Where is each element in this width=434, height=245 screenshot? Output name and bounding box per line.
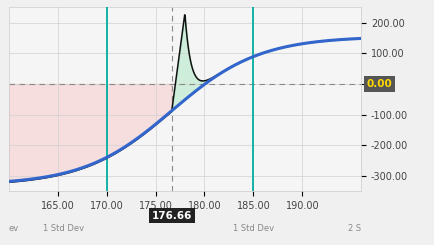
Text: 176.66: 176.66 (151, 210, 191, 220)
Text: ev: ev (9, 224, 19, 233)
Text: 1 Std Dev: 1 Std Dev (233, 224, 273, 233)
Text: 1 Std Dev: 1 Std Dev (43, 224, 84, 233)
Text: 2 S: 2 S (347, 224, 360, 233)
Text: 0.00: 0.00 (366, 79, 391, 89)
